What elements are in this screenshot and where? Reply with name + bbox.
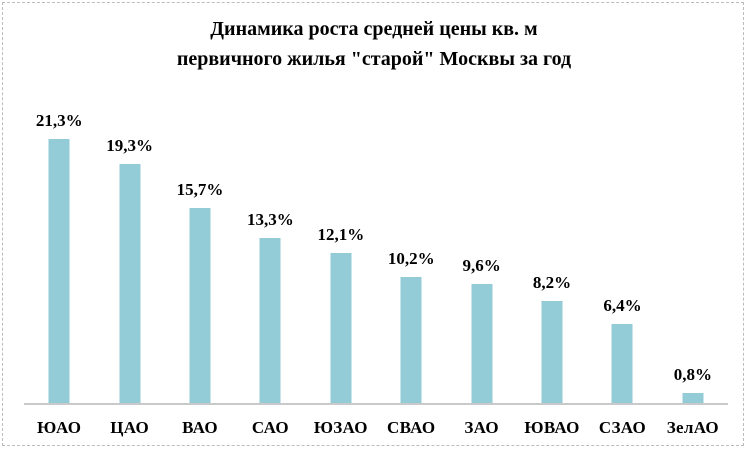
bar [119,164,141,403]
bar-value-label: 8,2% [532,273,572,292]
category-label: ЦАО [110,418,149,437]
bar [48,139,70,403]
bar [189,208,211,403]
category-label: ЮЗАО [313,418,368,437]
bar [471,284,493,403]
bars-container: 21,3% 19,3% 15,7% 13,3% 12,1% 10,2% 9,6% 8,2% 6,… [24,0,728,405]
bar-group-СЗАО: 6,4% [587,0,657,405]
category-label: САО [251,418,289,437]
bar-group-ВАО: 15,7% [165,0,235,405]
bar-value-label: 19,3% [106,136,153,155]
category-label: ЮАО [37,418,82,437]
bar [330,253,352,403]
bar [611,324,633,403]
category-label: СВАО [387,418,436,437]
bar [541,301,563,403]
bar-value-label: 13,3% [247,210,294,229]
category-label: ЗАО [464,418,499,437]
bar-group-САО: 13,3% [235,0,305,405]
x-axis-line [24,403,728,405]
bar-value-label: 12,1% [317,225,365,244]
bar-value-label: 15,7% [176,180,224,199]
category-labels-row: ЮАО ЦАО ВАО САО ЮЗАО СВАО ЗАО ЮВАО СЗАО ЗелАО [24,417,728,439]
category-label: ЗелАО [666,418,719,437]
bar-value-label: 0,8% [673,365,712,384]
bar-group-ЗелАО: 0,8% [658,0,728,405]
bar-group-СВАО: 10,2% [376,0,446,405]
bar-group-ЗАО: 9,6% [446,0,516,405]
bar [400,277,422,403]
bar-value-label: 9,6% [462,256,501,275]
bar-group-ЦАО: 19,3% [94,0,164,405]
chart-title-line-1: Динамика роста средней цены кв. м [210,18,538,40]
category-label: ЮВАО [524,418,580,437]
category-label: СЗАО [598,418,646,437]
category-label: ВАО [182,418,218,437]
bar-group-ЮВАО: 8,2% [517,0,587,405]
plot-area: 21,3% 19,3% 15,7% 13,3% 12,1% 10,2% 9,6% 8,2% 6,… [24,0,728,405]
chart-title: Динамика роста средней цены кв. м первич… [0,14,748,74]
bar [682,393,704,403]
bar-value-label: 10,2% [387,249,435,268]
bar-group-ЮАО: 21,3% [24,0,94,405]
chart-title-line-2: первичного жилья "старой" Москвы за год [176,48,572,70]
bar-value-label: 21,3% [35,111,83,130]
bar [259,238,281,403]
bar-value-label: 6,4% [603,296,642,315]
bar-group-ЮЗАО: 12,1% [306,0,376,405]
